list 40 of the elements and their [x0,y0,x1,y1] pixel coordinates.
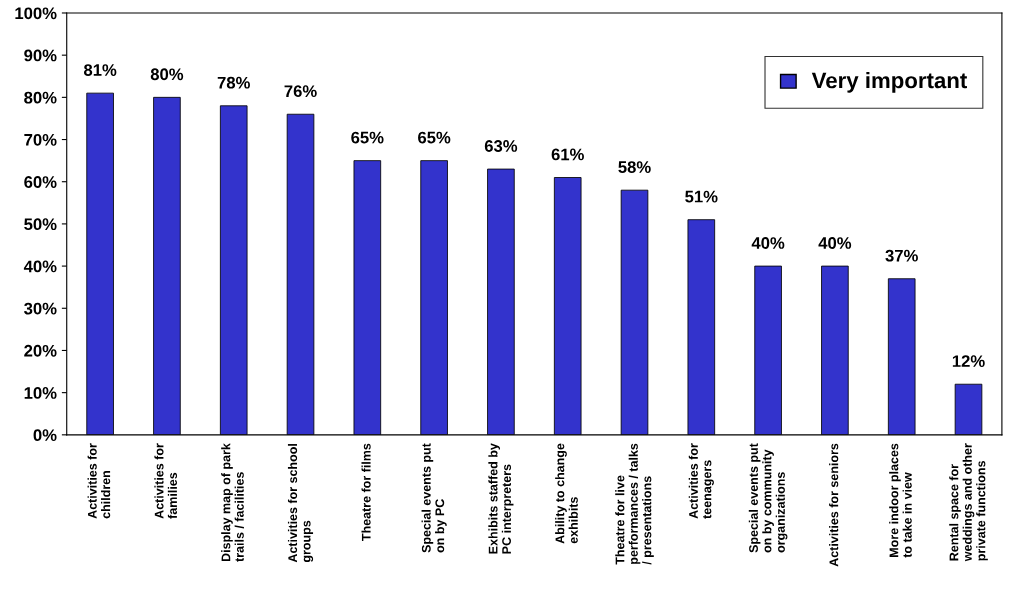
data-label: 40% [751,237,785,249]
x-tick-label: Theatre for live performances / talks / presentations [615,443,654,565]
y-tick-label: 50% [24,218,57,231]
data-label: 58% [618,161,651,173]
y-tick-label: 100% [15,7,57,20]
data-label: 40% [818,237,852,249]
x-tick-label: Exhibits staffed by PC interpreters [488,443,514,554]
data-label: 65% [351,131,384,144]
x-tick-label: Theatre for films [361,443,371,541]
legend-label: Very important [811,72,968,93]
x-tick-label: Display map of park trails / facilities [221,443,244,562]
x-tick-label: Activities for seniors [829,443,839,567]
x-tick-label: Activities for children [87,443,111,519]
y-tick-label: 80% [24,91,57,104]
x-tick-label: Activities for families [154,443,178,519]
data-label: 37% [885,249,918,262]
x-tick-label: More indoor places to take in view [889,443,912,558]
y-tick-label: 30% [24,302,57,315]
x-tick-label: Ability to change exhibits [555,443,578,544]
data-label: 81% [83,64,117,76]
x-tick-label: Activities for teenagers [688,443,714,519]
data-label: 65% [418,131,451,144]
data-label: 78% [217,76,250,89]
y-tick-label: 70% [24,133,57,146]
data-label: 12% [952,355,985,367]
y-tick-label: 10% [24,387,57,399]
x-tick-label: Rental space for weddings and other private functions [949,443,988,562]
x-tick-label: Special events put on by PC [421,443,447,553]
y-tick-label: 60% [24,176,57,188]
y-tick-label: 40% [23,260,57,273]
x-tick-label: Special events put on by community organizations [748,443,788,553]
data-label: 51% [685,190,718,203]
data-label: 61% [551,148,584,161]
y-tick-label: 20% [24,344,57,357]
data-label: 63% [484,140,518,152]
y-tick-label: 90% [24,49,57,62]
data-label: 76% [284,85,317,98]
data-label: 80% [150,68,184,81]
x-tick-label: Activities for school groups [287,444,314,563]
y-tick-label: 0% [33,429,57,442]
